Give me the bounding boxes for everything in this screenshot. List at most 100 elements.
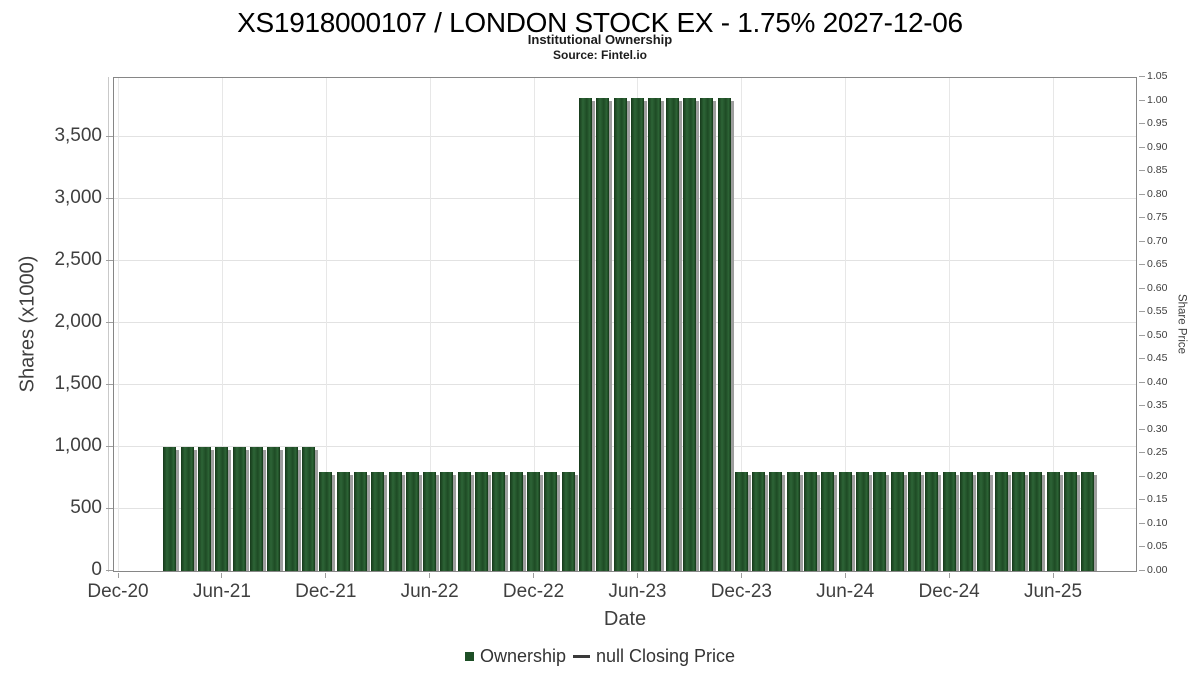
ownership-bar[interactable] (388, 472, 402, 572)
y-axis-tick-label-right: 1.05 (1147, 70, 1168, 82)
ownership-bar[interactable] (336, 472, 350, 572)
ownership-bar[interactable] (284, 447, 298, 572)
y-axis-tick-label-right: 1.00 (1147, 93, 1168, 106)
ownership-bar[interactable] (267, 447, 281, 572)
ownership-bar[interactable] (613, 97, 627, 572)
gridline-vertical (325, 77, 327, 572)
y-axis-tick-label-left: 1,000 (54, 435, 102, 456)
y-axis-tick-right (1138, 569, 1145, 571)
x-axis-tick-label: Dec-24 (918, 581, 980, 602)
y-axis-tick-label-left: 0 (91, 559, 102, 580)
legend-item-ownership[interactable]: Ownership (464, 646, 566, 667)
ownership-bar[interactable] (579, 97, 592, 572)
x-axis-tick (1052, 573, 1054, 578)
ownership-bar[interactable] (1081, 472, 1095, 572)
x-axis-tick (636, 573, 638, 578)
y-axis-tick-label-left: 3,000 (54, 187, 102, 208)
ownership-bar[interactable] (163, 447, 177, 572)
y-axis-tick-label-right: 0.15 (1147, 493, 1168, 505)
ownership-bar[interactable] (925, 472, 939, 572)
ownership-bar[interactable] (492, 472, 506, 572)
y-axis-tick-right (1138, 405, 1145, 406)
gridline-vertical (533, 77, 535, 572)
y-axis-tick-right (1138, 240, 1145, 242)
y-axis-tick-label-right: 0.70 (1147, 234, 1168, 247)
x-axis-tick (740, 573, 742, 578)
ownership-bar[interactable] (907, 472, 921, 572)
y-axis-tick-left (106, 135, 113, 137)
ownership-bar[interactable] (734, 472, 748, 572)
ownership-bar[interactable] (198, 447, 212, 572)
y-axis-tick-label-right: 0.20 (1147, 469, 1168, 482)
x-axis-tick-label: Jun-21 (192, 581, 251, 602)
ownership-bar[interactable] (457, 472, 471, 572)
y-axis-tick-label-right: 0.45 (1147, 352, 1168, 364)
ownership-bar[interactable] (700, 97, 714, 572)
ownership-bar[interactable] (890, 472, 904, 572)
ownership-bar[interactable] (717, 97, 731, 572)
ownership-bar[interactable] (1046, 472, 1060, 572)
ownership-bar[interactable] (752, 472, 766, 572)
ownership-bar[interactable] (1011, 472, 1025, 572)
ownership-bar[interactable] (371, 472, 385, 572)
ownership-bar[interactable] (682, 97, 696, 572)
y-axis-tick-right (1138, 452, 1145, 453)
ownership-bar[interactable] (509, 472, 523, 572)
ownership-bar[interactable] (596, 97, 610, 572)
ownership-bar[interactable] (1029, 472, 1043, 572)
y-axis-tick-label-right: 0.95 (1147, 117, 1168, 129)
ownership-bar[interactable] (821, 472, 835, 572)
ownership-bar[interactable] (804, 472, 818, 572)
ownership-bar[interactable] (232, 447, 246, 572)
y-axis-tick-left (106, 507, 113, 509)
ownership-bar[interactable] (977, 472, 991, 572)
line-swatch-icon (572, 655, 590, 658)
ownership-bar[interactable] (561, 472, 575, 572)
gridline-vertical (429, 77, 431, 572)
ownership-bar[interactable] (786, 472, 800, 572)
ownership-bar[interactable] (544, 472, 558, 572)
y-axis-tick-right (1138, 334, 1145, 336)
ownership-bar[interactable] (1063, 472, 1077, 572)
x-axis-tick (844, 573, 846, 578)
ownership-bar[interactable] (475, 472, 489, 572)
ownership-bar[interactable] (180, 447, 194, 572)
ownership-bar[interactable] (319, 472, 333, 572)
y-axis-tick-label-left: 2,500 (54, 249, 102, 270)
ownership-bar[interactable] (856, 472, 870, 572)
ownership-bar[interactable] (630, 97, 644, 572)
legend: Ownership null Closing Price (0, 646, 1200, 667)
x-axis-tick (429, 573, 431, 578)
ownership-bar[interactable] (769, 472, 783, 572)
ownership-bar[interactable] (959, 472, 973, 572)
x-axis-tick-label: Jun-22 (400, 581, 459, 602)
chart-source: Source: Fintel.io (552, 48, 647, 62)
y-axis-tick-right (1138, 475, 1145, 477)
ownership-bar[interactable] (648, 97, 662, 572)
ownership-bar[interactable] (942, 472, 956, 572)
y-axis-tick-right (1138, 287, 1145, 289)
ownership-bar[interactable] (301, 447, 315, 572)
ownership-bar[interactable] (838, 472, 852, 572)
ownership-bar[interactable] (873, 472, 887, 572)
ownership-bar[interactable] (250, 447, 264, 572)
y-axis-tick-right (1138, 99, 1145, 101)
ownership-bar[interactable] (665, 97, 679, 572)
chart-title: XS1918000107 / LONDON STOCK EX - 1.75% 2… (237, 7, 963, 38)
ownership-bar[interactable] (215, 447, 229, 572)
ownership-bar[interactable] (353, 472, 367, 572)
y-axis-tick-label-right: 0.75 (1147, 211, 1168, 223)
y-axis-tick-label-right: 0.85 (1147, 164, 1168, 176)
ownership-bar[interactable] (405, 472, 419, 572)
legend-item-closing-price[interactable]: null Closing Price (572, 646, 736, 667)
y-axis-tick-label-right: 0.10 (1147, 516, 1168, 529)
ownership-bar[interactable] (440, 472, 454, 572)
legend-label-closing-price: null Closing Price (595, 646, 736, 666)
ownership-bar[interactable] (994, 472, 1008, 572)
y-axis-tick-left (106, 321, 113, 323)
y-axis-tick-right (1138, 217, 1145, 218)
y-axis-tick-left (106, 259, 113, 261)
x-axis-tick (117, 573, 119, 578)
ownership-bar[interactable] (527, 472, 541, 572)
ownership-bar[interactable] (423, 472, 437, 572)
